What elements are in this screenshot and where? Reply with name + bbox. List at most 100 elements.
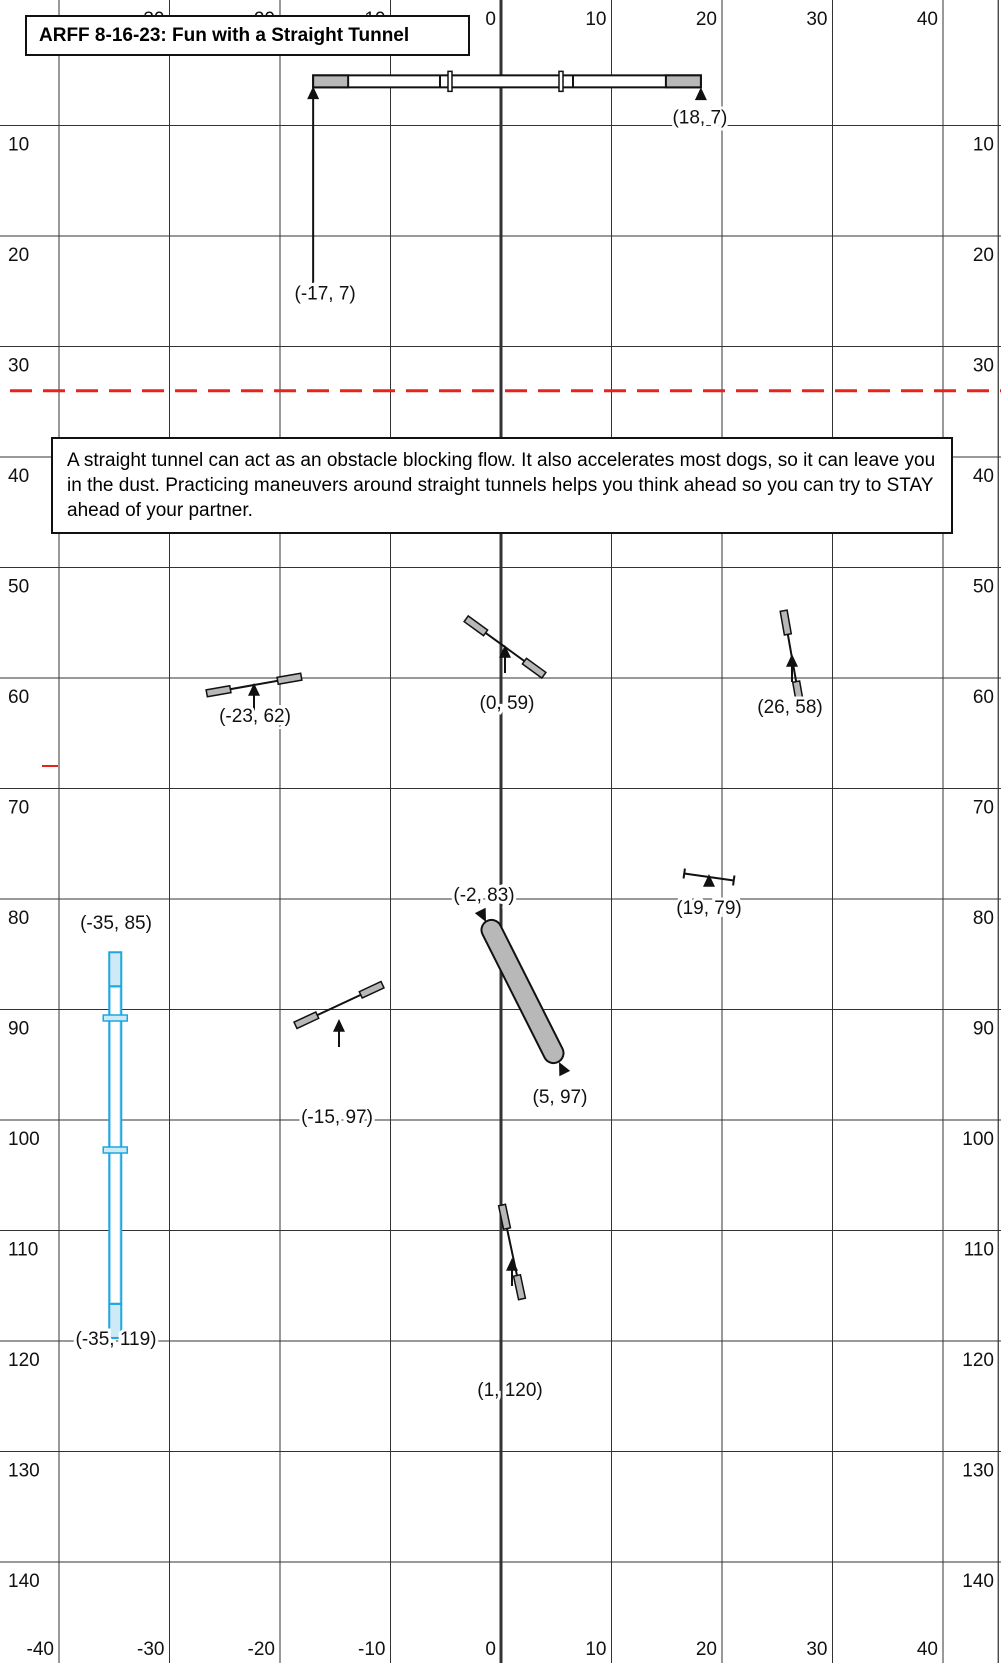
jump-arrow	[499, 645, 511, 673]
jump-wing	[293, 1010, 320, 1030]
seesaw: (-17, 7) (18, 7)	[292, 70, 730, 307]
jump-label: (1, 120)	[477, 1380, 542, 1401]
y-tick-label-right: 130	[962, 1461, 994, 1482]
y-tick-label-right: 140	[962, 1571, 994, 1592]
bar-end	[682, 868, 686, 879]
y-tick-label-right: 20	[973, 245, 994, 266]
seesaw-start-arrow	[307, 86, 320, 100]
y-tick-label-right: 50	[973, 577, 994, 598]
y-tick-label-right: 80	[973, 908, 994, 929]
y-tick-label-right: 90	[973, 1019, 994, 1040]
tunnel-entry-arrow	[474, 907, 486, 922]
jump-arrow	[333, 1019, 345, 1047]
x-tick-label-bottom: -40	[27, 1639, 54, 1660]
y-tick-label-left: 30	[8, 356, 29, 377]
tunnel-exit-arrow	[559, 1062, 571, 1077]
y-tick-label-left: 60	[8, 687, 29, 708]
y-tick-label-left: 100	[8, 1129, 40, 1150]
bar-arrow	[703, 874, 715, 887]
jump-wing	[521, 657, 547, 680]
seesaw-fulcrum	[447, 70, 453, 93]
x-tick-label-bottom: 40	[917, 1639, 938, 1660]
straight-tunnel	[474, 907, 571, 1077]
dogwalk-start-label: (-35, 85)	[80, 913, 152, 934]
jump-wing	[463, 614, 489, 637]
dogwalk-end-label: (-35, 119)	[76, 1329, 157, 1350]
x-tick-label-bottom: -10	[358, 1639, 385, 1660]
x-tick-label-top: 0	[485, 9, 496, 30]
x-tick-label-bottom: 30	[806, 1639, 827, 1660]
y-tick-label-left: 80	[8, 908, 29, 929]
tunnel-body	[480, 918, 565, 1065]
y-tick-label-left: 10	[8, 135, 29, 156]
jump-wing	[512, 1273, 527, 1301]
y-tick-label-left: 140	[8, 1571, 40, 1592]
jump-label: (-23, 62)	[219, 706, 291, 727]
y-tick-label-left: 20	[8, 245, 29, 266]
y-tick-label-right: 120	[962, 1350, 994, 1371]
seesaw-end-arrow	[694, 87, 707, 101]
course-note: A straight tunnel can act as an obstacle…	[51, 437, 953, 534]
tunnel-end-label: (5, 97)	[533, 1087, 588, 1108]
x-tick-label-bottom: -20	[248, 1639, 275, 1660]
y-tick-label-right: 40	[973, 466, 994, 487]
y-tick-label-left: 120	[8, 1350, 40, 1371]
y-tick-label-left: 50	[8, 577, 29, 598]
arrow-head	[786, 654, 798, 667]
dogwalk	[102, 951, 128, 1339]
start-line	[10, 389, 1001, 767]
jump-arrow	[506, 1258, 518, 1286]
x-tick-label-bottom: 20	[696, 1639, 717, 1660]
x-tick-label-top: 30	[806, 9, 827, 30]
jump-label: (26, 58)	[757, 697, 822, 718]
y-tick-label-left: 110	[8, 1240, 38, 1261]
y-tick-label-left: 130	[8, 1461, 40, 1482]
jump-wing	[276, 672, 303, 686]
bar-label: (19, 79)	[676, 898, 741, 919]
jump-4	[293, 980, 385, 1030]
y-tick-label-right: 70	[973, 798, 994, 819]
y-tick-label-left: 90	[8, 1019, 29, 1040]
bar-end	[732, 875, 736, 886]
x-tick-label-top: 20	[696, 9, 717, 30]
dogwalk-support	[102, 1014, 128, 1022]
x-tick-label-bottom: 10	[585, 1639, 606, 1660]
arrow-head	[506, 1258, 518, 1271]
jump-wing	[358, 980, 385, 1000]
jump-wing	[205, 684, 232, 698]
y-tick-label-right: 100	[962, 1129, 994, 1150]
dogwalk-support	[102, 1146, 128, 1154]
course-title: ARFF 8-16-23: Fun with a Straight Tunnel	[25, 15, 470, 56]
jump-arrow	[786, 654, 798, 682]
seesaw-board	[312, 74, 702, 89]
y-tick-label-right: 10	[973, 135, 994, 156]
seesaw-start-label: (-17, 7)	[295, 283, 356, 304]
jump-wing	[791, 680, 805, 707]
arrow-head	[333, 1019, 345, 1032]
equipment-layer: (-17, 7) (18, 7) (-23, 62) (0, 59) (26, 58) (…	[73, 70, 826, 1404]
seesaw-end-label: (18, 7)	[672, 107, 727, 128]
y-tick-label-left: 70	[8, 798, 29, 819]
jump-5	[497, 1203, 527, 1301]
y-tick-label-right: 60	[973, 687, 994, 708]
jump-wing	[779, 609, 793, 636]
seesaw-fulcrum	[558, 70, 564, 93]
y-tick-label-right: 110	[964, 1240, 994, 1261]
x-tick-label-top: 10	[585, 9, 606, 30]
x-tick-label-bottom: 0	[485, 1639, 496, 1660]
y-tick-label-right: 30	[973, 356, 994, 377]
arrow-head	[248, 683, 260, 696]
x-tick-label-top: 40	[917, 9, 938, 30]
seesaw-contact-zone	[312, 74, 350, 89]
jump-arrow	[248, 683, 260, 711]
seesaw-contact-zone	[664, 74, 702, 89]
jump-label: (0, 59)	[480, 693, 535, 714]
dogwalk-middle	[111, 988, 120, 1302]
tunnel-start-label: (-2, 83)	[453, 885, 514, 906]
arrow-head	[499, 645, 511, 658]
y-tick-label-left: 40	[8, 466, 29, 487]
jump-label: (-15, 97)	[301, 1107, 373, 1128]
